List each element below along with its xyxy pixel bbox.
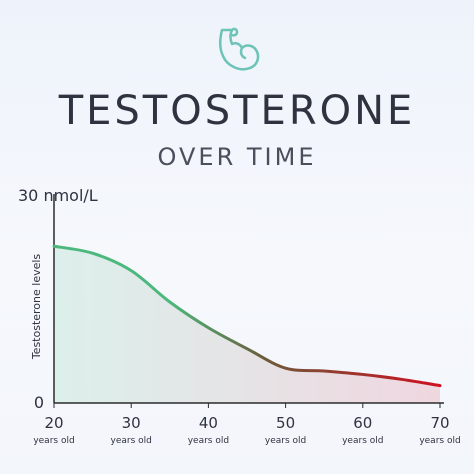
x-tick-label: 20 bbox=[44, 414, 63, 432]
area-fill bbox=[54, 246, 440, 403]
page-subtitle: OVER TIME bbox=[157, 143, 317, 171]
x-tick-sublabel: years old bbox=[111, 436, 152, 446]
x-tick-sublabel: years old bbox=[265, 436, 306, 446]
x-tick-sublabel: years old bbox=[342, 436, 383, 446]
x-tick-label: 70 bbox=[430, 414, 449, 432]
x-tick-sublabel: years old bbox=[188, 436, 229, 446]
page-title: TESTOSTERONE bbox=[58, 88, 416, 134]
x-tick-label: 60 bbox=[353, 414, 372, 432]
x-tick-sublabel: years old bbox=[419, 436, 460, 446]
y-axis-label: Testosterone levels bbox=[30, 254, 43, 361]
y-tick-label: 30 nmol/L bbox=[18, 186, 98, 205]
x-tick-label: 50 bbox=[276, 414, 295, 432]
series-line bbox=[52, 244, 442, 388]
flexed-bicep-icon bbox=[210, 24, 264, 78]
y-tick-label: 0 bbox=[34, 393, 44, 412]
x-tick-sublabel: years old bbox=[33, 436, 74, 446]
x-tick-label: 30 bbox=[122, 414, 141, 432]
x-tick-label: 40 bbox=[199, 414, 218, 432]
